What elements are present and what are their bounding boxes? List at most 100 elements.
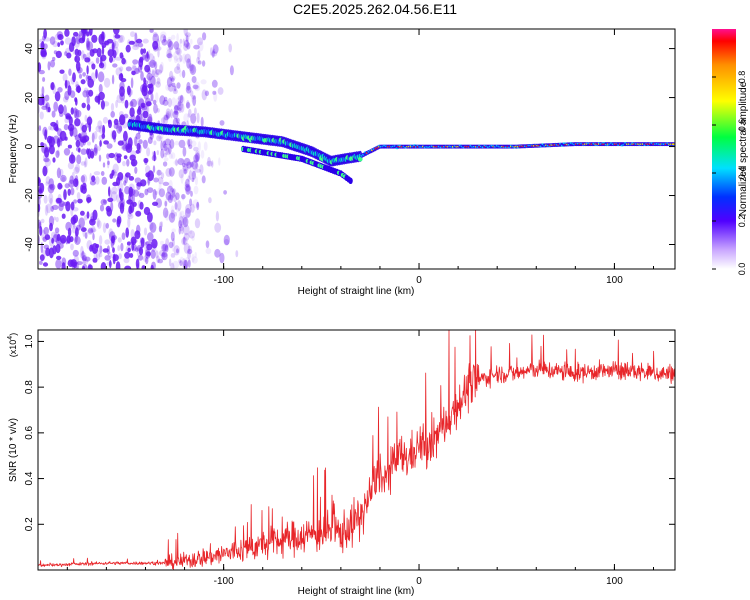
noise-blob	[116, 94, 123, 104]
noise-blob	[114, 34, 121, 39]
noise-blob	[168, 241, 174, 249]
noise-blob	[127, 213, 134, 220]
noise-blob	[86, 41, 94, 52]
noise-blob	[41, 40, 45, 51]
noise-blob	[152, 31, 158, 38]
spectrogram-panel: -100 0 100 -40 -20 0 20 40 Height of straight l…	[8, 28, 676, 297]
noise-blob	[93, 130, 98, 140]
noise-blob	[211, 50, 215, 58]
noise-blob	[181, 162, 186, 167]
noise-blob	[52, 245, 57, 255]
noise-blob	[196, 37, 204, 46]
noise-blob	[64, 80, 71, 88]
noise-blob	[130, 77, 134, 89]
noise-blob	[98, 33, 105, 45]
noise-blob	[169, 70, 174, 82]
noise-blob	[75, 61, 81, 72]
noise-blob	[123, 257, 130, 264]
noise-blob	[112, 247, 115, 254]
noise-blob	[167, 83, 174, 92]
spectrogram-x-tick-label: 100	[606, 275, 623, 286]
noise-blob	[129, 101, 134, 107]
noise-blob	[178, 107, 182, 113]
noise-blob	[157, 46, 162, 51]
noise-blob	[155, 198, 162, 208]
noise-blob	[191, 235, 195, 241]
noise-blob	[54, 126, 59, 132]
noise-blob	[70, 151, 74, 163]
noise-blob	[173, 85, 177, 92]
noise-blob	[163, 35, 167, 43]
noise-blob	[111, 41, 115, 53]
noise-blob	[78, 73, 83, 79]
noise-blob	[195, 152, 200, 163]
noise-blob	[145, 103, 149, 114]
noise-blob	[48, 192, 54, 204]
noise-blob	[95, 125, 102, 133]
noise-blob	[161, 251, 166, 261]
noise-blob	[178, 259, 182, 264]
noise-blob	[49, 222, 53, 232]
noise-blob	[82, 265, 86, 269]
noise-blob	[168, 212, 176, 223]
noise-blob	[167, 185, 174, 195]
noise-blob	[62, 96, 69, 103]
noise-blob	[80, 210, 85, 216]
noise-blob	[183, 157, 191, 166]
snr-y-tick-label: 0.8	[24, 380, 35, 394]
noise-blob	[169, 75, 176, 81]
noise-blob	[168, 258, 172, 267]
noise-blob	[39, 42, 45, 49]
noise-blob	[108, 228, 114, 238]
noise-blob	[190, 113, 197, 124]
noise-blob	[175, 158, 178, 167]
noise-blob	[93, 147, 98, 156]
noise-blob	[109, 173, 114, 179]
noise-blob	[177, 104, 182, 112]
noise-blob	[81, 29, 88, 39]
noise-blob	[194, 85, 201, 92]
noise-blob	[54, 91, 61, 102]
noise-blob	[191, 160, 198, 170]
noise-blob	[223, 234, 230, 246]
noise-blob	[165, 191, 172, 201]
noise-blob	[169, 193, 173, 201]
noise-blob	[205, 240, 210, 249]
noise-blob	[78, 147, 81, 153]
noise-blob	[153, 72, 159, 78]
noise-blob	[145, 251, 151, 257]
noise-blob	[51, 110, 56, 118]
noise-blob	[191, 94, 197, 100]
noise-blob	[170, 34, 176, 40]
noise-blob	[59, 130, 67, 141]
noise-blob	[119, 52, 124, 59]
noise-blob	[182, 53, 187, 64]
chart-title: C2E5.2025.262.04.56.E11	[293, 1, 457, 17]
noise-blob	[41, 99, 48, 108]
noise-blob	[80, 175, 86, 183]
noise-blob	[60, 40, 64, 46]
noise-blob	[189, 165, 192, 172]
noise-blob	[145, 97, 151, 107]
noise-blob	[59, 168, 64, 177]
noise-blob	[104, 255, 111, 261]
noise-blob	[119, 34, 125, 43]
noise-blob	[191, 76, 197, 83]
noise-blob	[223, 239, 230, 246]
noise-blob	[185, 204, 192, 214]
snr-y-tick-label: 0.2	[24, 517, 35, 531]
noise-blob	[49, 183, 56, 191]
noise-blob	[111, 186, 118, 195]
noise-blob	[64, 29, 70, 37]
noise-blob	[184, 183, 191, 192]
noise-blob	[113, 134, 117, 143]
noise-blob	[97, 145, 101, 152]
noise-blob	[109, 55, 113, 63]
noise-blob	[81, 255, 87, 262]
noise-blob	[173, 104, 179, 114]
noise-blob	[124, 99, 129, 109]
noise-blob	[163, 143, 168, 152]
noise-blob	[115, 100, 118, 108]
noise-blob	[52, 234, 59, 243]
noise-blob	[207, 156, 211, 167]
